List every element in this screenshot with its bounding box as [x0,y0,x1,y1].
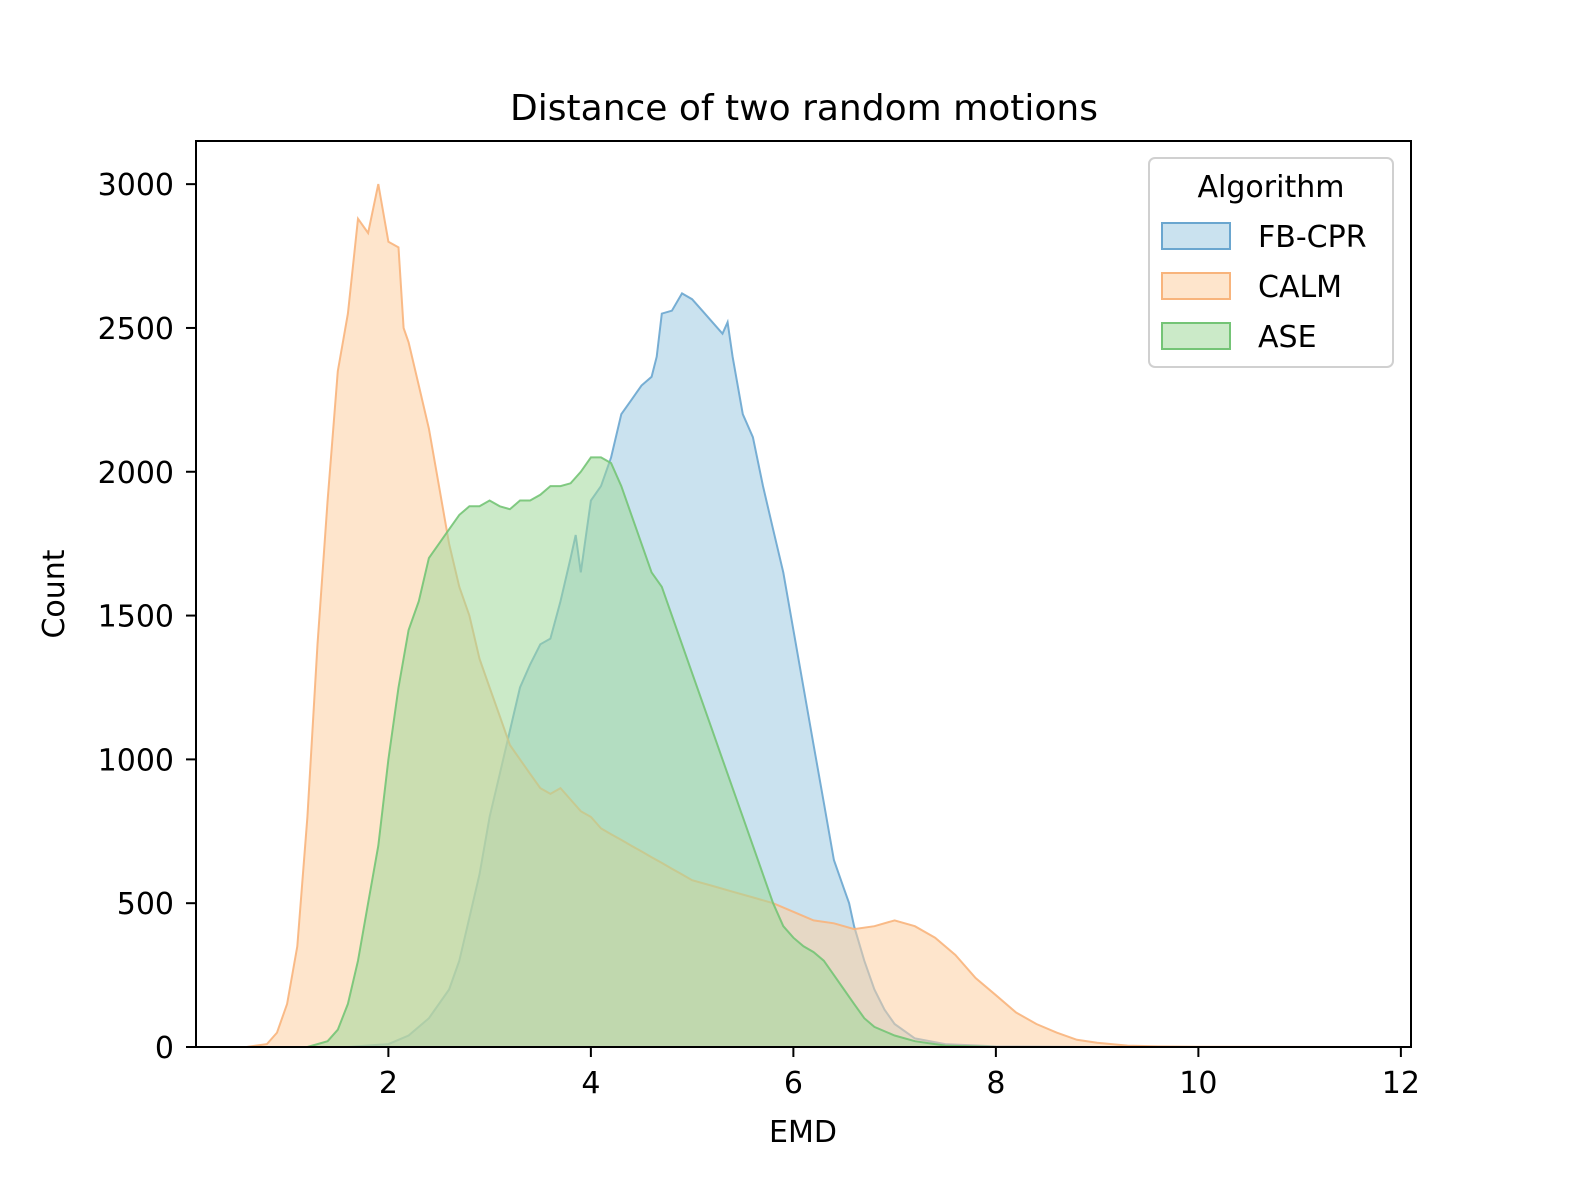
x-tick-label: 2 [379,1066,398,1101]
y-axis-label: Count [37,549,72,638]
y-tick-label: 500 [117,887,174,922]
y-tick-label: 2500 [98,312,174,347]
legend-swatch-calm [1161,272,1231,300]
x-tick-label: 4 [581,1066,600,1101]
x-tick-label: 8 [986,1066,1005,1101]
legend-title: Algorithm [1198,170,1345,205]
legend-label-ase: ASE [1258,320,1317,355]
y-tick-label: 1500 [98,600,174,635]
x-axis-ticks: 2 4 6 8 10 12 [379,1047,1420,1101]
y-tick-label: 2000 [98,456,174,491]
legend-swatch-ase [1161,322,1231,350]
chart-title: Distance of two random motions [510,88,1098,129]
x-tick-label: 10 [1179,1066,1217,1101]
x-tick-label: 12 [1382,1066,1420,1101]
y-tick-label: 0 [155,1031,174,1066]
legend-swatch-fb-cpr [1161,222,1231,250]
legend-frame [1148,157,1394,368]
legend-label-fb-cpr: FB-CPR [1258,220,1367,255]
series-area-ase [307,456,996,1048]
x-axis-label: EMD [769,1115,837,1150]
plot-frame [195,140,1412,1048]
y-axis-ticks: 0 500 1000 1500 2000 2500 3000 [98,168,196,1066]
legend-label-calm: CALM [1258,270,1342,305]
y-tick-label: 1000 [98,743,174,778]
legend-items: FB-CPR CALM ASE [1161,220,1367,355]
y-tick-label: 3000 [98,168,174,203]
legend: Algorithm FB-CPR CALM ASE [1148,157,1394,368]
x-tick-label: 6 [784,1066,803,1101]
series-layer [246,183,1361,1048]
